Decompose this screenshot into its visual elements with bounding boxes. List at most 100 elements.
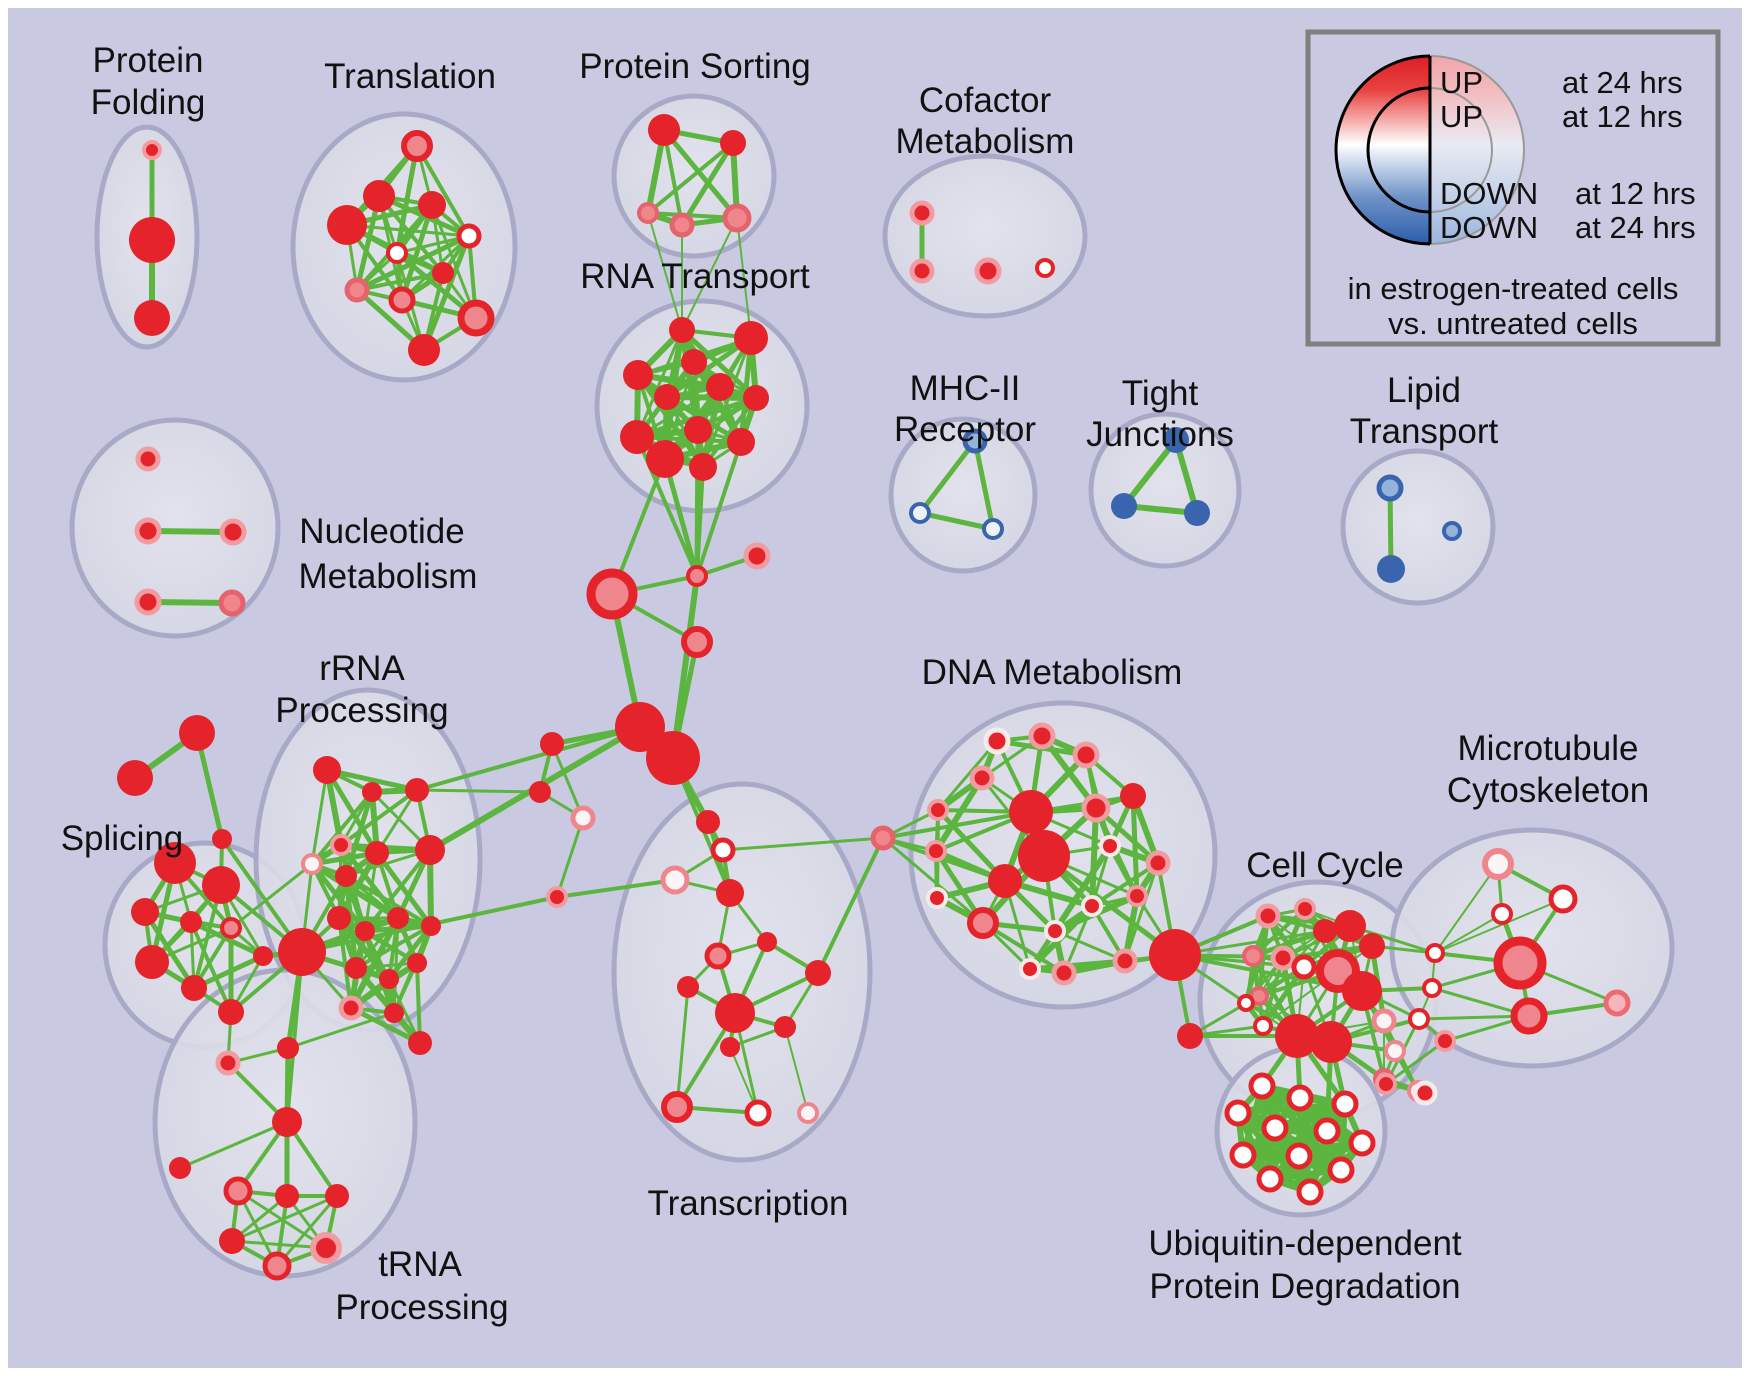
edge-sp [188,919,266,959]
edge-tj [1121,437,1179,509]
cluster-label-tc: Transcription [648,1184,849,1223]
cluster-label-tn: Processing [335,1288,508,1327]
edge-nm [145,599,235,606]
node-cy-9 [1342,971,1382,1011]
edge-rr [337,916,353,1010]
node-cf-1 [909,258,935,284]
node-tl-9 [457,299,495,337]
edge-rr [339,788,419,847]
node-mt-1 [1548,884,1578,914]
edge-tn [230,1194,339,1243]
edge-mt [1434,863,1499,954]
node-nm-2 [219,518,247,546]
node-tc-6 [757,932,777,952]
node-rr-1 [362,782,382,802]
legend-direction-label: DOWN [1440,176,1538,211]
edge-link [415,788,542,794]
node-sp-8 [253,946,273,966]
edge-rt [635,328,684,439]
cluster-blob-lt [1340,448,1496,606]
edge-rr [374,850,434,929]
node-pf-1 [129,217,175,263]
node-rr-17 [384,1003,404,1023]
edge-link [881,836,985,925]
node-dm-11 [1099,835,1121,857]
edge-rr [324,767,420,793]
edge-mh [972,438,996,532]
edge-tl [355,271,445,292]
cluster-label-rt: RNA Transport [580,257,810,296]
edge-tn [275,1194,339,1268]
node-cy-12 [1253,1016,1273,1036]
node-mt-4 [1510,997,1548,1035]
node-cy-7 [1291,954,1317,980]
cluster-label-lt: Lipid [1387,371,1461,410]
node-tc-3 [716,879,744,907]
node-rt-4 [706,373,734,401]
node-tc-4 [805,960,831,986]
node-so-0 [179,715,215,751]
legend-time-label: at 12 hrs [1575,176,1696,211]
node-cx-1 [686,565,708,587]
node-tj-0 [1163,427,1189,453]
edge-mt [1434,913,1503,954]
edge-link [285,950,304,1124]
edge-tc [675,985,690,1109]
cluster-label-sp: Splicing [61,819,184,858]
node-cy-11 [1237,994,1255,1012]
legend-box [1305,29,1721,347]
node-ps-1 [720,130,746,156]
node-nm-4 [218,589,246,617]
cluster-label-ps: Protein Sorting [579,47,811,86]
edge-dm [936,739,999,812]
node-dm-17 [1081,895,1103,917]
node-cx-7 [529,781,551,803]
edge-ps [661,127,740,221]
node-mt-7 [1422,978,1442,998]
node-cf-2 [974,257,1002,285]
node-tn-9 [262,1251,292,1281]
edge-link [229,862,314,930]
edge-tl [415,144,471,238]
node-ub-8 [1285,1142,1313,1170]
node-sp-3 [180,911,202,933]
node-cy-2 [1313,919,1337,943]
edge-link [736,217,752,339]
cluster-label-lt: Transport [1350,412,1499,451]
node-tl-4 [456,223,482,249]
edge-cx [670,573,700,761]
node-mt-3 [1493,936,1547,990]
node-rr-7 [415,835,445,865]
node-cx-2 [743,542,771,570]
legend-time-label: at 12 hrs [1562,99,1683,134]
node-tn-2 [272,1107,302,1137]
edge-rr [386,923,434,982]
node-tc-0 [696,810,720,834]
legend-note-line: in estrogen-treated cells [1348,271,1679,306]
node-dm-1 [1028,722,1056,750]
node-cy-5 [1242,945,1264,967]
node-tc-9 [715,993,755,1033]
node-rt-6 [743,385,769,411]
legend-direction-label: UP [1440,99,1483,134]
legend-note-line: vs. untreated cells [1388,306,1638,341]
cluster-label-pf: Protein [93,41,204,80]
node-rt-1 [734,321,768,355]
edge-dm [1052,843,1113,934]
edge-cy [1251,907,1307,958]
edge-rt [679,327,759,401]
edge-link [816,836,885,975]
node-rt-7 [684,416,712,444]
node-rr-6 [365,841,389,865]
node-ub-5 [1313,1117,1341,1145]
node-mh-1 [909,502,931,524]
node-mt-8 [1408,1008,1430,1030]
edge-link [1041,853,1178,958]
node-cy-6 [1270,945,1296,971]
node-ub-0 [1248,1072,1276,1100]
edge-link [881,836,1007,883]
node-tn-5 [275,1184,299,1208]
node-tc-10 [774,1016,796,1038]
edge-rr [310,790,374,866]
node-tn-4 [223,1176,253,1206]
